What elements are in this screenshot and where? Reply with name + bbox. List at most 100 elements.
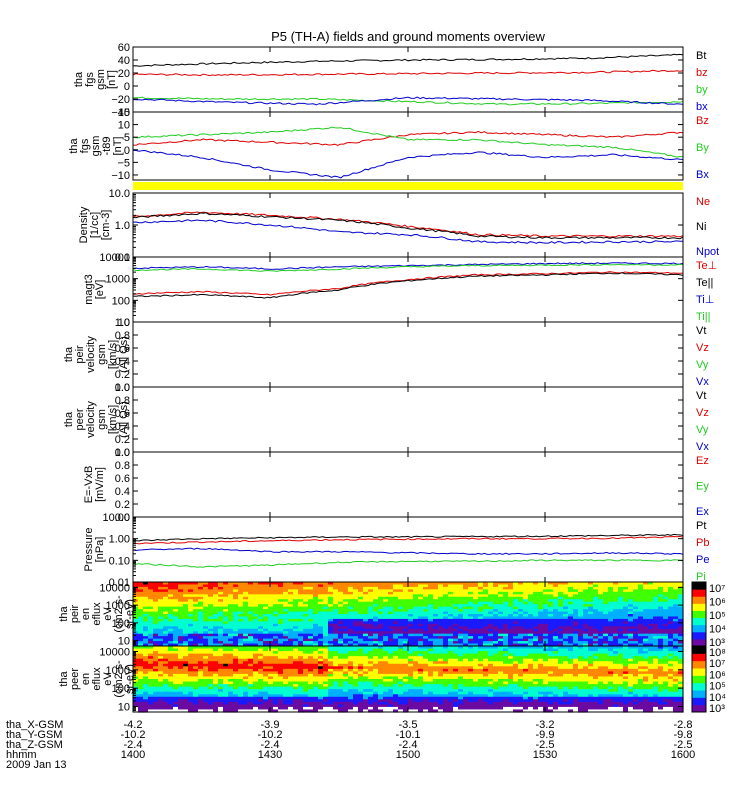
legend-Ne: Ne	[696, 196, 710, 208]
colorbar-label: 10⁵	[709, 610, 726, 622]
y-tick-label: 1.0	[115, 220, 130, 232]
series-line-Te||	[133, 273, 683, 298]
series-line-Pe	[133, 548, 683, 554]
panel-frame	[133, 322, 683, 387]
colorbar-segment	[692, 610, 706, 618]
panel-frame	[133, 452, 683, 517]
y-tick-label: 5	[124, 132, 130, 144]
y-axis-label: [nT]	[106, 70, 118, 89]
panel-7	[133, 452, 683, 517]
y-tick-label: 0.2	[115, 499, 130, 511]
y-tick-label: 0.10	[109, 555, 130, 567]
colorbar-label: 10⁴	[709, 624, 726, 636]
legend-By: By	[696, 142, 709, 154]
series-line-Bt	[133, 54, 683, 66]
legend-Pt: Pt	[696, 520, 706, 532]
plot-title: P5 (TH-A) fields and ground moments over…	[271, 29, 545, 44]
y-tick-label: 0.4	[115, 486, 130, 498]
legend-Bz: Bz	[696, 115, 709, 127]
legend-Ez: Ez	[696, 455, 709, 467]
y-tick-label: −5	[117, 157, 130, 169]
y-axis-label: (All Qs)	[118, 336, 130, 373]
legend-Ti⊥: Ti⊥	[696, 294, 714, 306]
series-line-Npot	[133, 220, 683, 244]
panel-4	[133, 257, 683, 322]
panel-10	[133, 646, 706, 713]
panel-3	[133, 193, 683, 257]
y-axis-label: [nPa]	[94, 537, 106, 563]
series-line-Pt	[133, 534, 683, 541]
y-tick-label: 15	[118, 107, 130, 119]
legend-Bt: Bt	[696, 50, 706, 62]
legend-Vy: Vy	[696, 424, 709, 436]
legend-Vx: Vx	[696, 376, 709, 388]
y-tick-label: 40	[118, 55, 130, 67]
y-axis-label: (All Qs)	[118, 401, 130, 438]
series-line-By	[133, 127, 683, 157]
legend-Bx: Bx	[696, 169, 709, 181]
y-axis-label: [eV]	[94, 280, 106, 300]
legend-Vx: Vx	[696, 441, 709, 453]
y-tick-label: 1000	[106, 274, 130, 286]
panel-9	[133, 582, 706, 647]
y-tick-label: 10000	[99, 582, 130, 594]
y-tick-label: 60	[118, 42, 130, 54]
panel-1	[133, 47, 683, 112]
y-axis-label: [mV/m]	[94, 467, 106, 502]
panel-frame	[133, 517, 683, 582]
colorbar-segment	[692, 582, 706, 590]
panel-frame	[133, 193, 683, 257]
legend-Vy: Vy	[696, 359, 709, 371]
colorbar-segment	[692, 618, 706, 626]
legend-Ex: Ex	[696, 506, 709, 518]
y-tick-label: 0	[124, 145, 130, 157]
legend-Vt: Vt	[696, 325, 706, 337]
y-tick-label: −20	[111, 94, 130, 106]
legend-Vz: Vz	[696, 407, 709, 419]
y-tick-label: 1.0	[115, 317, 130, 329]
legend-Ni: Ni	[696, 221, 706, 233]
colorbar-segment	[692, 596, 706, 604]
series-line-Ne	[133, 212, 683, 237]
y-tick-label: 100	[112, 295, 130, 307]
y-tick-label: 10000	[99, 252, 130, 264]
legend-by: by	[696, 84, 708, 96]
series-line-Te⊥	[133, 272, 683, 296]
colorbar-label: 10⁷	[709, 583, 725, 595]
legend-Ti||: Ti||	[696, 311, 710, 323]
y-axis-label: sr-eV)	[124, 599, 136, 629]
panel-6	[133, 387, 683, 452]
y-tick-label: 1.0	[115, 447, 130, 459]
legend-Pe: Pe	[696, 554, 709, 566]
y-axis-label: [cm-3]	[100, 210, 112, 241]
y-tick-label: 20	[118, 68, 130, 80]
colorbar-segment	[692, 625, 706, 633]
series-line-Bx	[133, 150, 683, 178]
legend-Te||: Te||	[696, 277, 713, 289]
y-tick-label: 10	[118, 120, 130, 132]
legend-Ey: Ey	[696, 481, 709, 493]
legend-Te⊥: Te⊥	[696, 260, 717, 272]
legend-Vz: Vz	[696, 342, 709, 354]
y-tick-label: −10	[111, 170, 130, 182]
y-tick-label: 0.8	[115, 460, 130, 472]
data-gap-bar	[133, 182, 683, 190]
panel-2	[133, 112, 683, 180]
colorbar-label: 10⁶	[709, 597, 726, 609]
panel-8	[133, 517, 683, 582]
y-tick-label: 0.6	[115, 473, 130, 485]
y-axis-label: [nT]	[112, 137, 124, 156]
series-line-Bz	[133, 131, 683, 145]
legend-Pi: Pi	[696, 571, 706, 583]
y-tick-label: 10.0	[109, 188, 130, 200]
legend-bz: bz	[696, 67, 708, 79]
y-tick-label: 10.00	[102, 512, 130, 524]
panel-frame	[133, 387, 683, 452]
colorbar-segment	[692, 632, 706, 640]
panel-5	[133, 322, 683, 387]
series-line-Pi	[133, 560, 683, 568]
colorbar-segment	[692, 639, 706, 647]
legend-Vt: Vt	[696, 390, 706, 402]
